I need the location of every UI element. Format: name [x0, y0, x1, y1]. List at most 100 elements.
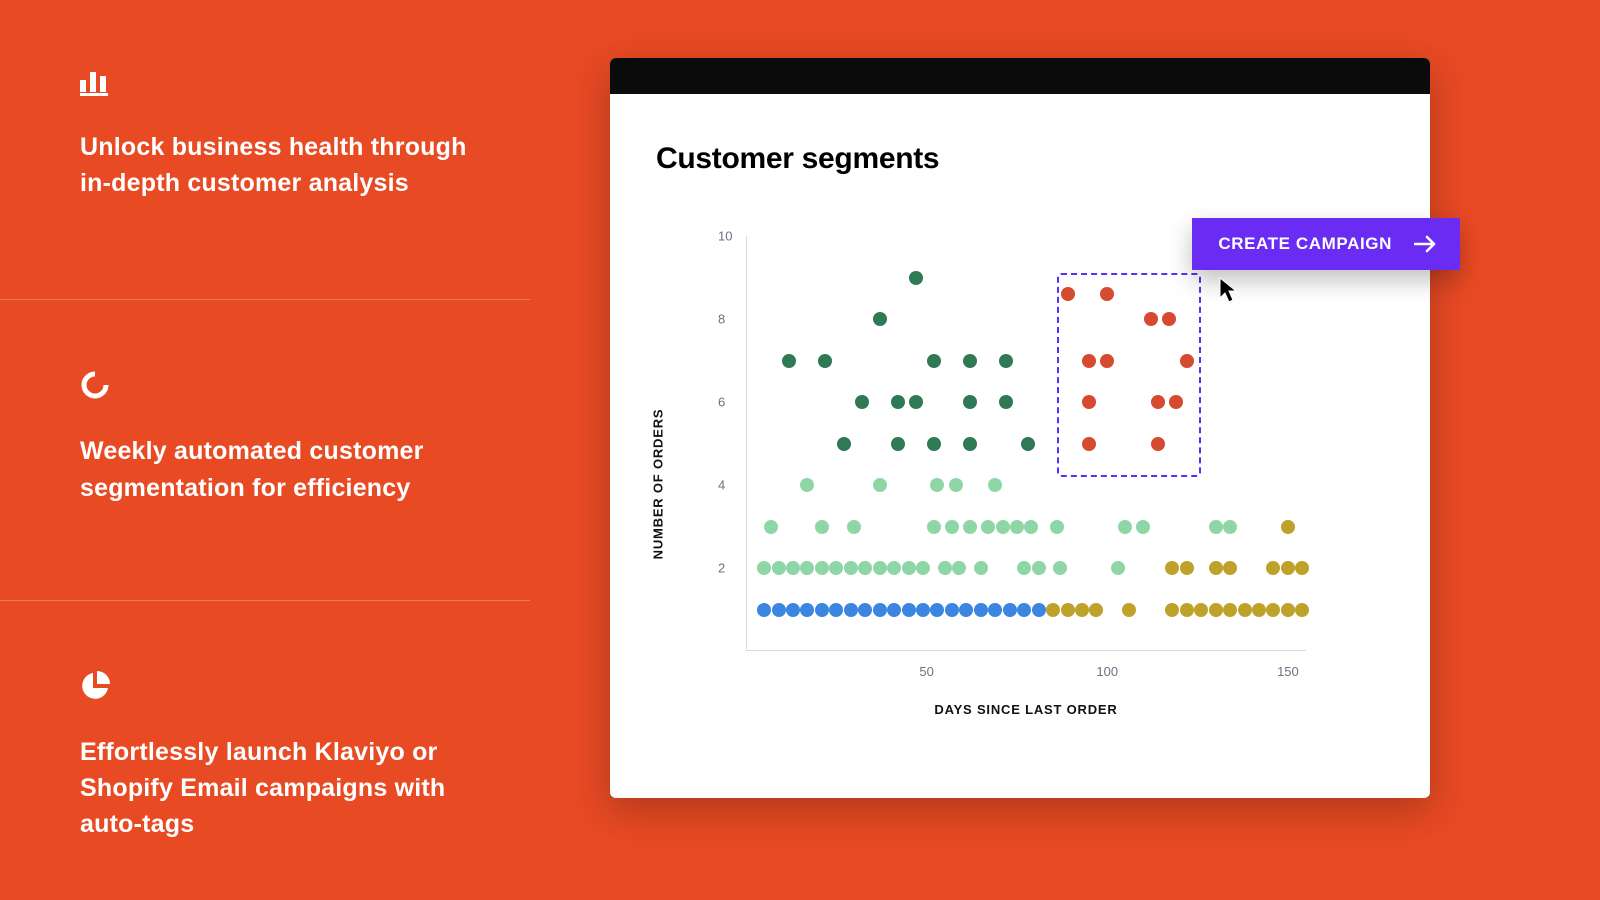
data-point[interactable] [1046, 603, 1060, 617]
data-point[interactable] [1010, 520, 1024, 534]
data-point[interactable] [829, 603, 843, 617]
data-point[interactable] [974, 561, 988, 575]
data-point[interactable] [1266, 603, 1280, 617]
data-point[interactable] [1111, 561, 1125, 575]
data-point[interactable] [1089, 603, 1103, 617]
data-point[interactable] [1136, 520, 1150, 534]
data-point[interactable] [1151, 437, 1165, 451]
data-point[interactable] [1032, 603, 1046, 617]
data-point[interactable] [1281, 561, 1295, 575]
data-point[interactable] [800, 561, 814, 575]
data-point[interactable] [887, 603, 901, 617]
data-point[interactable] [1003, 603, 1017, 617]
data-point[interactable] [873, 603, 887, 617]
data-point[interactable] [1100, 287, 1114, 301]
data-point[interactable] [999, 354, 1013, 368]
data-point[interactable] [927, 354, 941, 368]
data-point[interactable] [829, 561, 843, 575]
data-point[interactable] [891, 437, 905, 451]
data-point[interactable] [772, 603, 786, 617]
chart-plot-area[interactable]: 24681050100150 [746, 236, 1306, 651]
data-point[interactable] [963, 437, 977, 451]
data-point[interactable] [902, 603, 916, 617]
data-point[interactable] [1295, 603, 1309, 617]
data-point[interactable] [1180, 561, 1194, 575]
data-point[interactable] [945, 603, 959, 617]
data-point[interactable] [1209, 603, 1223, 617]
data-point[interactable] [974, 603, 988, 617]
data-point[interactable] [1238, 603, 1252, 617]
data-point[interactable] [1075, 603, 1089, 617]
data-point[interactable] [909, 271, 923, 285]
data-point[interactable] [1162, 312, 1176, 326]
data-point[interactable] [930, 603, 944, 617]
data-point[interactable] [887, 561, 901, 575]
create-campaign-button[interactable]: CREATE CAMPAIGN [1192, 218, 1460, 270]
data-point[interactable] [1281, 603, 1295, 617]
data-point[interactable] [1024, 520, 1038, 534]
data-point[interactable] [844, 603, 858, 617]
data-point[interactable] [1165, 603, 1179, 617]
data-point[interactable] [1295, 561, 1309, 575]
data-point[interactable] [782, 354, 796, 368]
data-point[interactable] [1223, 520, 1237, 534]
data-point[interactable] [963, 354, 977, 368]
data-point[interactable] [1180, 603, 1194, 617]
data-point[interactable] [891, 395, 905, 409]
data-point[interactable] [988, 478, 1002, 492]
data-point[interactable] [815, 561, 829, 575]
data-point[interactable] [1118, 520, 1132, 534]
data-point[interactable] [902, 561, 916, 575]
data-point[interactable] [847, 520, 861, 534]
data-point[interactable] [1021, 437, 1035, 451]
data-point[interactable] [786, 603, 800, 617]
data-point[interactable] [873, 312, 887, 326]
data-point[interactable] [927, 437, 941, 451]
data-point[interactable] [772, 561, 786, 575]
data-point[interactable] [800, 603, 814, 617]
data-point[interactable] [858, 603, 872, 617]
data-point[interactable] [916, 603, 930, 617]
selection-box[interactable] [1057, 273, 1202, 476]
data-point[interactable] [1082, 437, 1096, 451]
data-point[interactable] [988, 603, 1002, 617]
data-point[interactable] [959, 603, 973, 617]
data-point[interactable] [1144, 312, 1158, 326]
data-point[interactable] [1209, 561, 1223, 575]
data-point[interactable] [815, 520, 829, 534]
data-point[interactable] [1050, 520, 1064, 534]
data-point[interactable] [800, 478, 814, 492]
data-point[interactable] [1100, 354, 1114, 368]
data-point[interactable] [1223, 561, 1237, 575]
data-point[interactable] [1266, 561, 1280, 575]
data-point[interactable] [1252, 603, 1266, 617]
data-point[interactable] [996, 520, 1010, 534]
data-point[interactable] [916, 561, 930, 575]
data-point[interactable] [927, 520, 941, 534]
data-point[interactable] [1151, 395, 1165, 409]
data-point[interactable] [963, 395, 977, 409]
data-point[interactable] [844, 561, 858, 575]
data-point[interactable] [981, 520, 995, 534]
data-point[interactable] [952, 561, 966, 575]
data-point[interactable] [949, 478, 963, 492]
data-point[interactable] [786, 561, 800, 575]
data-point[interactable] [1032, 561, 1046, 575]
data-point[interactable] [1281, 520, 1295, 534]
data-point[interactable] [1165, 561, 1179, 575]
data-point[interactable] [1053, 561, 1067, 575]
data-point[interactable] [909, 395, 923, 409]
data-point[interactable] [873, 561, 887, 575]
data-point[interactable] [1169, 395, 1183, 409]
data-point[interactable] [1017, 561, 1031, 575]
data-point[interactable] [764, 520, 778, 534]
data-point[interactable] [855, 395, 869, 409]
data-point[interactable] [1082, 354, 1096, 368]
data-point[interactable] [1017, 603, 1031, 617]
data-point[interactable] [1061, 287, 1075, 301]
data-point[interactable] [1223, 603, 1237, 617]
data-point[interactable] [1082, 395, 1096, 409]
data-point[interactable] [1194, 603, 1208, 617]
data-point[interactable] [930, 478, 944, 492]
data-point[interactable] [945, 520, 959, 534]
